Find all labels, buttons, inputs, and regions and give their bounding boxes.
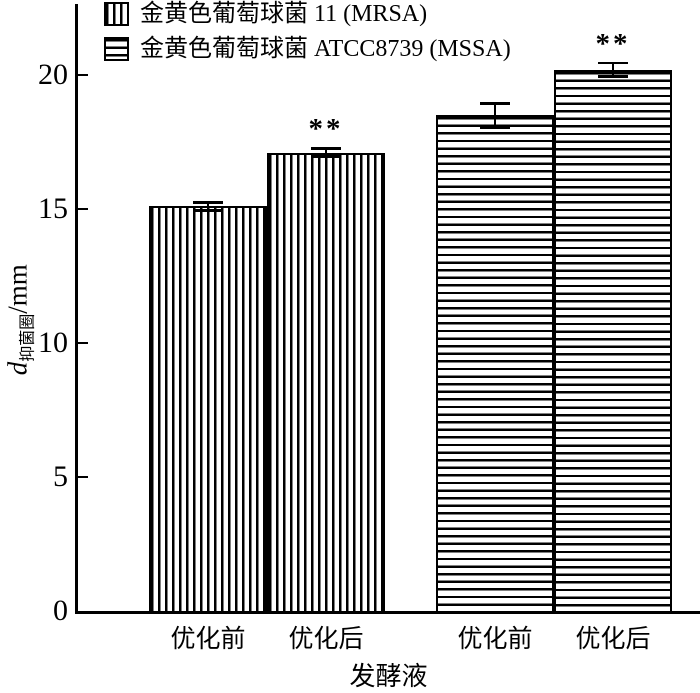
y-axis-title-unit: /mm xyxy=(2,264,33,314)
bar xyxy=(436,115,554,613)
error-bar-stem xyxy=(611,61,615,78)
error-bar-top-cap xyxy=(311,147,341,151)
legend-label: 金黄色葡萄球菌 ATCC8739 (MSSA) xyxy=(140,36,511,62)
y-tick-label: 0 xyxy=(53,594,68,627)
y-tick-label: 15 xyxy=(38,192,68,225)
error-bar-top-cap xyxy=(480,101,510,105)
x-axis-title: 发酵液 xyxy=(349,662,428,691)
legend-item: 金黄色葡萄球菌 11 (MRSA) xyxy=(104,2,511,26)
x-axis-line xyxy=(75,611,700,614)
x-tick-label: 优化后 xyxy=(575,626,651,653)
y-tick-mark xyxy=(77,73,88,77)
error-bar xyxy=(598,61,628,78)
bar xyxy=(149,206,267,613)
bar xyxy=(267,152,385,613)
y-tick-mark xyxy=(77,475,88,479)
x-tick-label: 优化前 xyxy=(170,626,246,653)
error-bar-bottom-cap xyxy=(598,74,628,78)
horizontal-stripes-swatch-icon xyxy=(104,37,129,61)
y-tick-mark xyxy=(77,341,88,345)
y-axis-title-subscript: 抑菌圈 xyxy=(19,313,37,362)
y-axis-title: d抑菌圈/mm xyxy=(2,215,37,425)
error-bar-top-cap xyxy=(193,201,223,204)
legend: 金黄色葡萄球菌 11 (MRSA) 金黄色葡萄球菌 ATCC8739 (MSSA) xyxy=(104,2,511,72)
error-bar xyxy=(480,101,510,129)
error-bar-bottom-cap xyxy=(480,125,510,129)
significance-marker: ** xyxy=(595,27,631,60)
error-bar-stem xyxy=(324,147,328,159)
error-bar xyxy=(311,147,341,159)
error-bar-stem xyxy=(493,101,497,129)
error-bar-bottom-cap xyxy=(311,155,341,159)
vertical-stripes-swatch-icon xyxy=(104,2,129,26)
error-bar-stem xyxy=(206,201,210,212)
bar xyxy=(554,69,672,613)
x-tick-label: 优化后 xyxy=(288,626,364,653)
legend-item: 金黄色葡萄球菌 ATCC8739 (MSSA) xyxy=(104,37,511,61)
y-tick-mark xyxy=(77,207,88,211)
error-bar xyxy=(193,201,223,212)
y-axis-line xyxy=(75,4,78,614)
significance-marker: ** xyxy=(308,113,344,146)
y-tick-label: 5 xyxy=(53,460,68,493)
x-tick-label: 优化前 xyxy=(457,626,533,653)
error-bar-bottom-cap xyxy=(193,208,223,212)
error-bar-top-cap xyxy=(598,61,628,65)
y-axis-title-symbol: d xyxy=(2,361,33,376)
y-tick-label: 20 xyxy=(38,58,68,91)
legend-label: 金黄色葡萄球菌 11 (MRSA) xyxy=(140,1,428,27)
y-tick-label: 10 xyxy=(38,326,68,359)
